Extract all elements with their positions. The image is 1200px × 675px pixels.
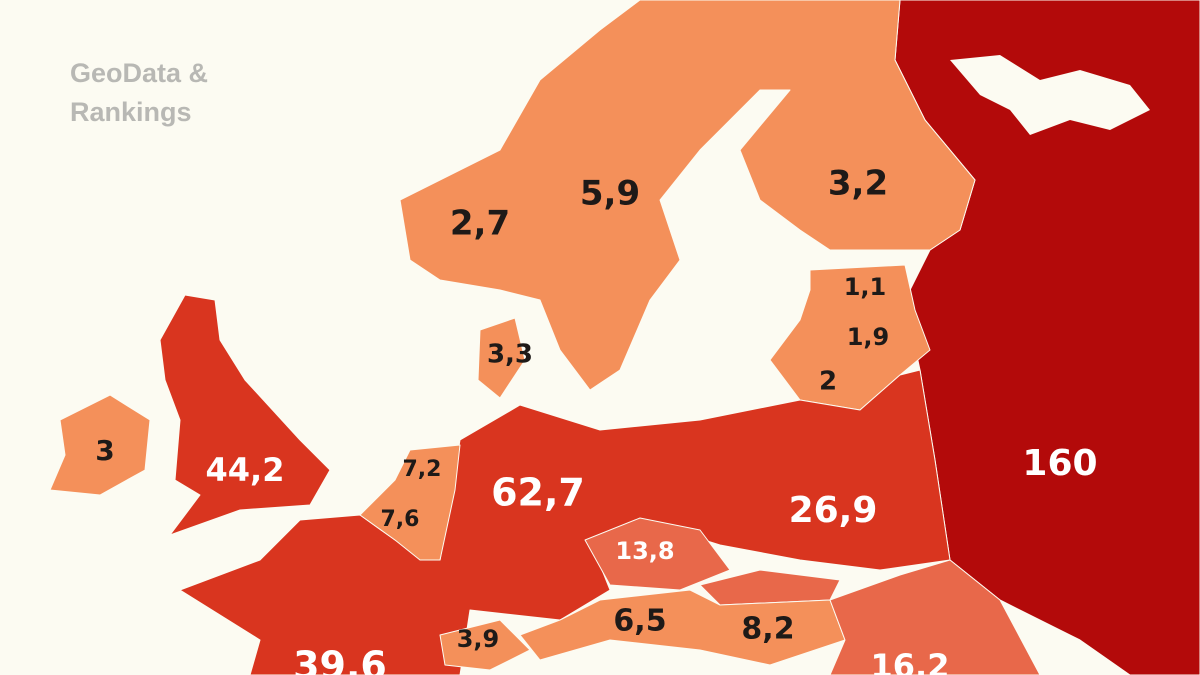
region-label: 160	[1022, 443, 1097, 484]
region-label: 2	[819, 367, 837, 397]
region-label: 1,1	[844, 273, 887, 301]
brand-line: GeoData &	[70, 58, 208, 88]
region-label: 3,2	[828, 164, 888, 204]
region-label: 7,6	[381, 507, 420, 532]
region-label: 7,2	[403, 457, 442, 482]
region-ireland	[49, 394, 151, 496]
region-romania	[829, 559, 1041, 675]
region-label: 3	[95, 434, 114, 467]
region-czechia	[584, 517, 731, 591]
region-labels: 2,7 5,9 3,2 1,1 1,9 2 3,3 3 44,2 7,2 7,6 62,7 26,9 16…	[95, 164, 1097, 675]
white-sea	[950, 55, 1150, 135]
region-label: 13,8	[615, 537, 674, 565]
region-label: 62,7	[491, 471, 585, 515]
region-nordics	[399, 0, 976, 391]
region-slovakia	[699, 569, 841, 606]
region-denmark	[477, 317, 526, 399]
region-label: 26,9	[789, 490, 878, 531]
region-uk	[159, 294, 331, 536]
region-label: 39,6	[293, 644, 387, 675]
region-label: 2,7	[450, 204, 510, 244]
region-label: 6,5	[613, 604, 666, 639]
region-benelux	[359, 444, 461, 561]
brand-line: Rankings	[70, 97, 192, 127]
region-austria-hungary	[519, 589, 846, 666]
region-switzerland	[439, 619, 531, 671]
region-label: 3,3	[487, 340, 533, 370]
region-label: 44,2	[206, 451, 285, 489]
region-label: 3,9	[457, 625, 500, 653]
region-label: 8,2	[741, 612, 794, 647]
region-label: 5,9	[580, 174, 640, 214]
region-label: 1,9	[847, 323, 890, 351]
region-label: 16,2	[871, 647, 950, 675]
